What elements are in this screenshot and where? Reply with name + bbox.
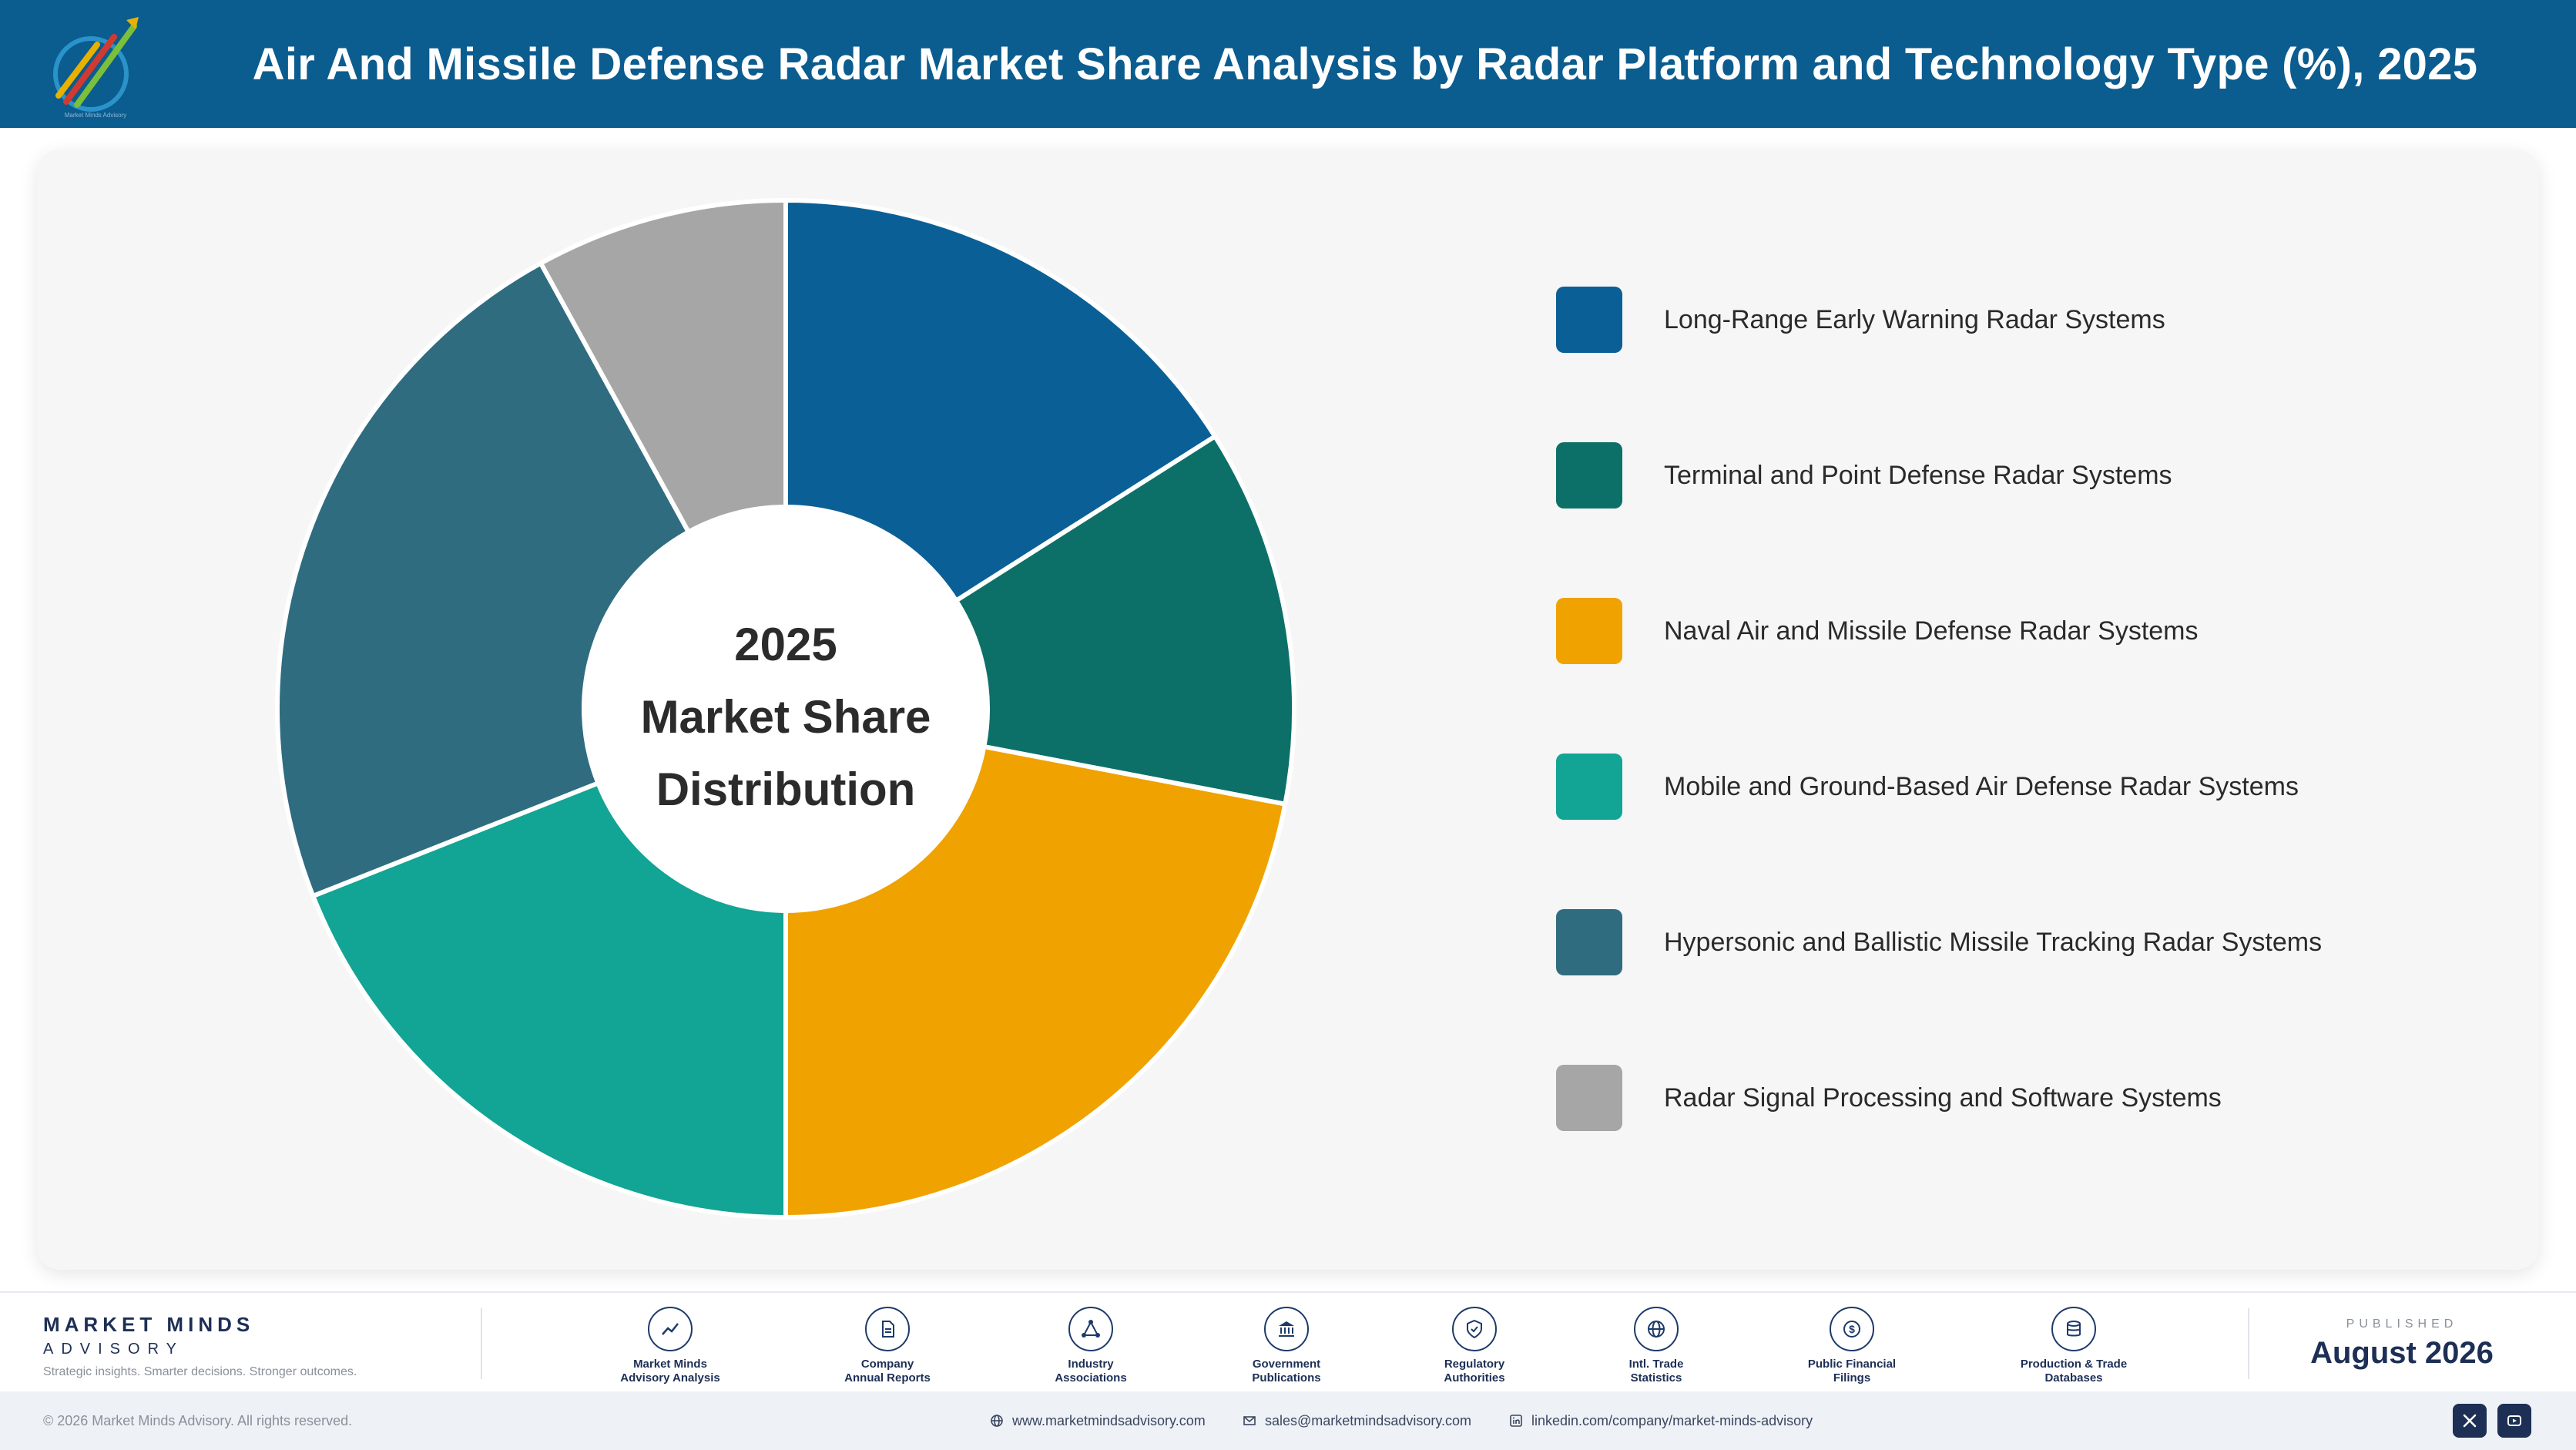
copyright-text: © 2026 Market Minds Advisory. All rights…: [43, 1413, 353, 1428]
x-social-button[interactable]: [2453, 1404, 2487, 1438]
source-market-minds[interactable]: Market Minds Advisory Analysis: [593, 1307, 747, 1385]
database-icon: [2051, 1307, 2096, 1351]
legend-label: Radar Signal Processing and Software Sys…: [1664, 1083, 2222, 1113]
source-label: Company Annual Reports: [844, 1358, 931, 1385]
brand-name: MARKET MINDS: [43, 1313, 255, 1336]
published-date: August 2026: [2310, 1336, 2494, 1370]
linkedin-icon: [1510, 1415, 1522, 1427]
legend-item[interactable]: Hypersonic and Ballistic Missile Trackin…: [1556, 909, 2480, 1065]
source-public-filings[interactable]: $ Public Financial Filings: [1775, 1307, 1929, 1385]
legend-swatch: [1556, 287, 1622, 353]
website-link[interactable]: www.marketmindsadvisory.com: [989, 1391, 1206, 1450]
legend-swatch: [1556, 442, 1622, 509]
legend-swatch: [1556, 754, 1622, 820]
globe-icon: [991, 1415, 1003, 1427]
brand-subtitle: ADVISORY: [43, 1341, 184, 1358]
center-label-line3: Distribution: [656, 764, 916, 815]
center-label: 2025 Market Share Distribution: [585, 609, 986, 826]
trend-icon: [648, 1307, 693, 1351]
youtube-icon: [2507, 1415, 2521, 1426]
government-icon: [1264, 1307, 1309, 1351]
source-regulatory-authorities[interactable]: Regulatory Authorities: [1397, 1307, 1551, 1385]
legend-item[interactable]: Naval Air and Missile Defense Radar Syst…: [1556, 598, 2480, 754]
source-label: Industry Associations: [1055, 1358, 1127, 1385]
shield-check-icon: [1452, 1307, 1497, 1351]
source-label: Regulatory Authorities: [1444, 1358, 1505, 1385]
svg-text:$: $: [1849, 1323, 1855, 1335]
legend-item[interactable]: Long-Range Early Warning Radar Systems: [1556, 287, 2480, 442]
youtube-social-button[interactable]: [2497, 1404, 2531, 1438]
legend-label: Terminal and Point Defense Radar Systems: [1664, 461, 2172, 490]
legend-label: Mobile and Ground-Based Air Defense Rada…: [1664, 772, 2299, 801]
header-bar: Market Minds Advisory Air And Missile De…: [0, 0, 2576, 128]
legend-label: Naval Air and Missile Defense Radar Syst…: [1664, 616, 2199, 646]
source-label: Production & Trade Databases: [2020, 1358, 2128, 1385]
page-title: Air And Missile Defense Radar Market Sha…: [252, 39, 2478, 89]
legend-label: Hypersonic and Ballistic Missile Trackin…: [1664, 928, 2323, 957]
footer-divider: [481, 1308, 482, 1379]
footer: MARKET MINDS ADVISORY Strategic insights…: [0, 1291, 2576, 1391]
legend-label: Long-Range Early Warning Radar Systems: [1664, 305, 2165, 334]
linkedin-link[interactable]: linkedin.com/company/market-minds-adviso…: [1508, 1391, 1813, 1450]
source-label: Market Minds Advisory Analysis: [620, 1358, 720, 1385]
bottom-bar: © 2026 Market Minds Advisory. All rights…: [0, 1391, 2576, 1450]
legend-item[interactable]: Mobile and Ground-Based Air Defense Rada…: [1556, 754, 2480, 909]
brand-tagline: Strategic insights. Smarter decisions. S…: [43, 1365, 357, 1378]
footer-divider: [2248, 1308, 2249, 1379]
center-label-year: 2025: [734, 619, 837, 670]
source-production-databases[interactable]: Production & Trade Databases: [1997, 1307, 2151, 1385]
svg-text:Market Minds Advisory: Market Minds Advisory: [65, 112, 126, 119]
mail-icon: [1243, 1416, 1256, 1425]
source-industry-associations[interactable]: Industry Associations: [1014, 1307, 1168, 1385]
legend-swatch: [1556, 909, 1622, 975]
source-company-reports[interactable]: Company Annual Reports: [810, 1307, 964, 1385]
document-icon: [865, 1307, 910, 1351]
chart-legend: Long-Range Early Warning Radar Systems T…: [1556, 287, 2480, 1220]
email-link[interactable]: sales@marketmindsadvisory.com: [1242, 1391, 1471, 1450]
legend-swatch: [1556, 598, 1622, 664]
legend-item[interactable]: Terminal and Point Defense Radar Systems: [1556, 442, 2480, 598]
dollar-icon: $: [1830, 1307, 1874, 1351]
legend-swatch: [1556, 1065, 1622, 1131]
network-icon: [1068, 1307, 1113, 1351]
source-government-publications[interactable]: Government Publications: [1209, 1307, 1363, 1385]
published-label: PUBLISHED: [2346, 1317, 2458, 1331]
center-label-line2: Market Share: [640, 691, 931, 743]
source-intl-trade[interactable]: Intl. Trade Statistics: [1579, 1307, 1733, 1385]
globe-icon: [1634, 1307, 1679, 1351]
company-logo[interactable]: Market Minds Advisory: [43, 9, 148, 120]
legend-item[interactable]: Radar Signal Processing and Software Sys…: [1556, 1065, 2480, 1220]
source-label: Intl. Trade Statistics: [1628, 1358, 1684, 1385]
x-icon: [2463, 1414, 2477, 1428]
source-label: Public Financial Filings: [1807, 1358, 1897, 1385]
source-label: Government Publications: [1252, 1358, 1321, 1385]
